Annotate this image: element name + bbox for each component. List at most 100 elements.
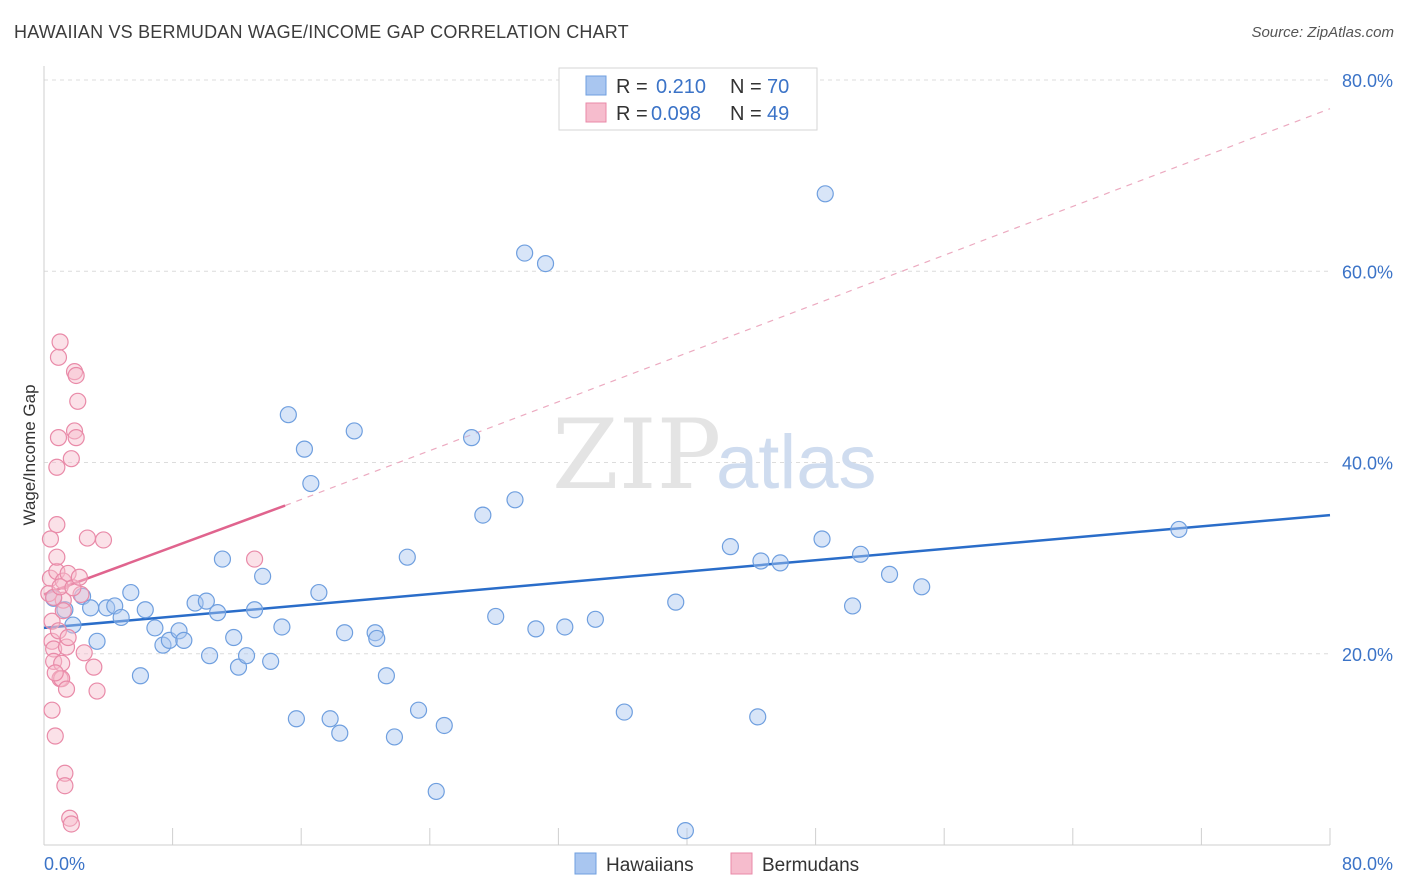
hawaiians-point — [302, 474, 320, 493]
hawaiians-point — [279, 406, 297, 424]
bottom-legend-swatch-bermudans[interactable] — [730, 852, 753, 875]
hawaiians-point — [82, 599, 100, 617]
bermudans-point — [54, 602, 72, 620]
hawaiians-point — [506, 491, 524, 509]
watermark: ZIP atlas — [552, 399, 877, 511]
hawaiians-point — [225, 628, 243, 647]
bermudans-point — [245, 550, 264, 568]
hawaiians-point — [368, 629, 386, 648]
hawaiians-point — [345, 422, 363, 440]
hawaiians-point — [813, 530, 831, 548]
bottom-legend-label-bermudans[interactable]: Bermudans — [762, 855, 859, 876]
hawaiians-point — [843, 597, 862, 615]
hawaiians-point — [435, 716, 453, 735]
x-tick-label: 0.0% — [44, 854, 85, 874]
bermudans-point — [46, 664, 64, 682]
hawaiians-point — [377, 667, 395, 685]
hawaiians-point — [752, 552, 770, 570]
y-tick-label: 80.0% — [1342, 71, 1393, 91]
hawaiians-point — [1170, 520, 1188, 539]
hawaiians-point — [771, 554, 789, 572]
hawaiians-point — [131, 667, 150, 685]
bermudans-point — [78, 529, 97, 547]
hawaiians-point — [310, 583, 328, 602]
hawaiians-trend-line — [43, 513, 1331, 630]
hawaiians-point — [667, 593, 685, 611]
bermudans-point — [43, 612, 61, 630]
hawaiians-point — [913, 578, 931, 596]
bermudans-point — [57, 680, 76, 698]
legend-n-value-bermudans: 49 — [767, 103, 789, 125]
trend-lines — [43, 108, 1331, 630]
legend-n-label-bermudans: N = — [730, 103, 762, 125]
bermudans-point — [62, 815, 80, 833]
chart-source: Source: ZipAtlas.com — [1251, 24, 1394, 41]
hawaiians-point — [516, 244, 534, 262]
hawaiians-point — [200, 647, 219, 665]
x-tick-label: 80.0% — [1342, 854, 1393, 874]
bermudans-point — [67, 429, 85, 447]
hawaiians-point — [245, 601, 264, 619]
bermudans-point — [56, 777, 74, 795]
y-tick-label: 60.0% — [1342, 262, 1393, 282]
y-tick-label: 20.0% — [1342, 645, 1393, 665]
bermudans-point — [88, 682, 106, 700]
bermudans-point — [43, 701, 61, 719]
hawaiians-point — [615, 703, 633, 721]
legend-swatch-bermudans — [585, 102, 607, 123]
hawaiians-point — [254, 567, 272, 585]
bermudans-point — [49, 429, 68, 447]
hawaiians-point — [816, 185, 834, 203]
bermudans-point — [56, 764, 74, 782]
bermudans-trend-line — [43, 504, 286, 596]
hawaiians-point — [295, 440, 314, 458]
tick-labels: 20.0% 40.0% 60.0% 80.0% 0.0% 80.0% — [44, 71, 1393, 874]
bermudans-point — [94, 531, 113, 549]
hawaiians-point — [273, 618, 291, 636]
bermudans-point — [48, 548, 66, 566]
y-axis-label: Wage/Income Gap — [20, 384, 39, 525]
hawaiians-point — [331, 724, 349, 742]
hawaiians-point — [487, 607, 505, 626]
legend-n-label-hawaiians: N = — [730, 76, 762, 98]
watermark-atlas: atlas — [716, 420, 877, 505]
hawaiians-point — [213, 550, 232, 568]
bermudans-point — [75, 644, 93, 662]
bermudans-point — [41, 530, 60, 548]
hawaiians-point — [749, 708, 767, 726]
hawaiians-point — [398, 548, 416, 566]
bottom-legend: Hawaiians Bermudans — [574, 852, 859, 876]
bermudans-point — [49, 348, 68, 366]
hawaiians-point — [237, 647, 256, 665]
bottom-legend-swatch-hawaiians[interactable] — [574, 852, 597, 875]
hawaiians-point — [536, 255, 555, 273]
hawaiians-point — [88, 632, 106, 650]
legend-box[interactable]: R = 0.210 N = 70 R = 0.098 N = 49 — [558, 67, 818, 131]
legend-swatch-hawaiians — [585, 75, 607, 96]
hawaiians-point — [852, 545, 870, 563]
bermudans-point — [41, 569, 60, 587]
hawaiians-point — [474, 506, 492, 524]
hawaiians-point — [122, 583, 140, 602]
hawaiians-point — [527, 620, 545, 638]
bermudans-point — [49, 622, 68, 640]
bermudans-point — [45, 588, 63, 606]
hawaiians-point — [175, 631, 193, 649]
bermudans-point — [65, 422, 84, 440]
hawaiians-point — [197, 592, 215, 610]
bermudans-point — [51, 578, 69, 596]
legend-r-value-hawaiians: 0.210 — [656, 76, 706, 98]
bermudans-point — [45, 640, 63, 658]
bermudans-point — [51, 333, 69, 351]
hawaiians-point — [336, 624, 354, 642]
bermudans-point — [46, 727, 64, 745]
hawaiians-point — [586, 610, 604, 628]
hawaiians-point — [136, 601, 154, 619]
hawaiians-point — [556, 618, 574, 636]
legend-n-value-hawaiians: 70 — [767, 76, 789, 98]
bottom-legend-label-hawaiians[interactable]: Hawaiians — [606, 855, 694, 876]
hawaiians-point — [209, 604, 227, 622]
hawaiians-point — [721, 538, 740, 556]
bermudans-point — [67, 366, 85, 385]
